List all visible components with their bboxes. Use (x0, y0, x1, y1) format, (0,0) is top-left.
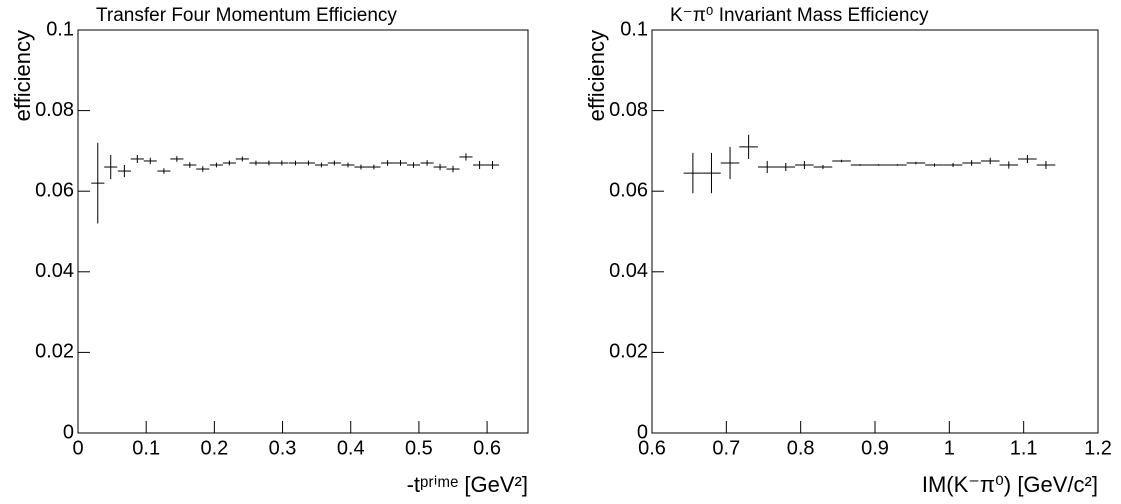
x-tick-label: 0.6 (473, 437, 501, 459)
y-tick-label: 0.06 (35, 179, 74, 201)
x-tick-label: 1.2 (1084, 437, 1112, 459)
x-tick-label: 0.4 (337, 437, 365, 459)
chart-title: K⁻π⁰ Invariant Mass Efficiency (670, 5, 929, 26)
y-tick-label: 0.06 (609, 179, 648, 201)
x-tick-label: 0.7 (712, 437, 740, 459)
y-tick-label: 0.08 (609, 99, 648, 121)
x-tick-label: 0.6 (638, 437, 666, 459)
y-tick-label: 0.04 (609, 260, 648, 282)
y-axis-label: efficiency (10, 30, 35, 121)
y-tick-label: 0 (63, 421, 74, 443)
x-tick-label: 1 (944, 437, 955, 459)
y-axis-label: efficiency (584, 30, 609, 121)
y-tick-label: 0.04 (35, 260, 74, 282)
x-tick-label: 0.9 (861, 437, 889, 459)
x-tick-label: 0.3 (269, 437, 297, 459)
chart-title: Transfer Four Momentum Efficiency (96, 5, 397, 26)
x-axis-label: -tᵖʳⁱᵐᵉ [GeV²] (407, 472, 528, 497)
plot-frame (651, 29, 1099, 434)
x-tick-label: 0.8 (787, 437, 815, 459)
x-axis-label: IM(K⁻π⁰) [GeV/c²] (922, 472, 1098, 497)
y-tick-label: 0 (637, 421, 648, 443)
x-tick-label: 1.1 (1010, 437, 1038, 459)
x-tick-label: 0.5 (405, 437, 433, 459)
y-tick-label: 0.1 (620, 18, 648, 40)
x-tick-label: 0.2 (200, 437, 228, 459)
y-tick-label: 0.02 (35, 341, 74, 363)
y-tick-label: 0.02 (609, 341, 648, 363)
y-tick-label: 0.08 (35, 99, 74, 121)
x-tick-label: 0 (72, 437, 83, 459)
x-tick-label: 0.1 (132, 437, 160, 459)
plot-frame (77, 29, 529, 434)
y-tick-label: 0.1 (46, 18, 74, 40)
